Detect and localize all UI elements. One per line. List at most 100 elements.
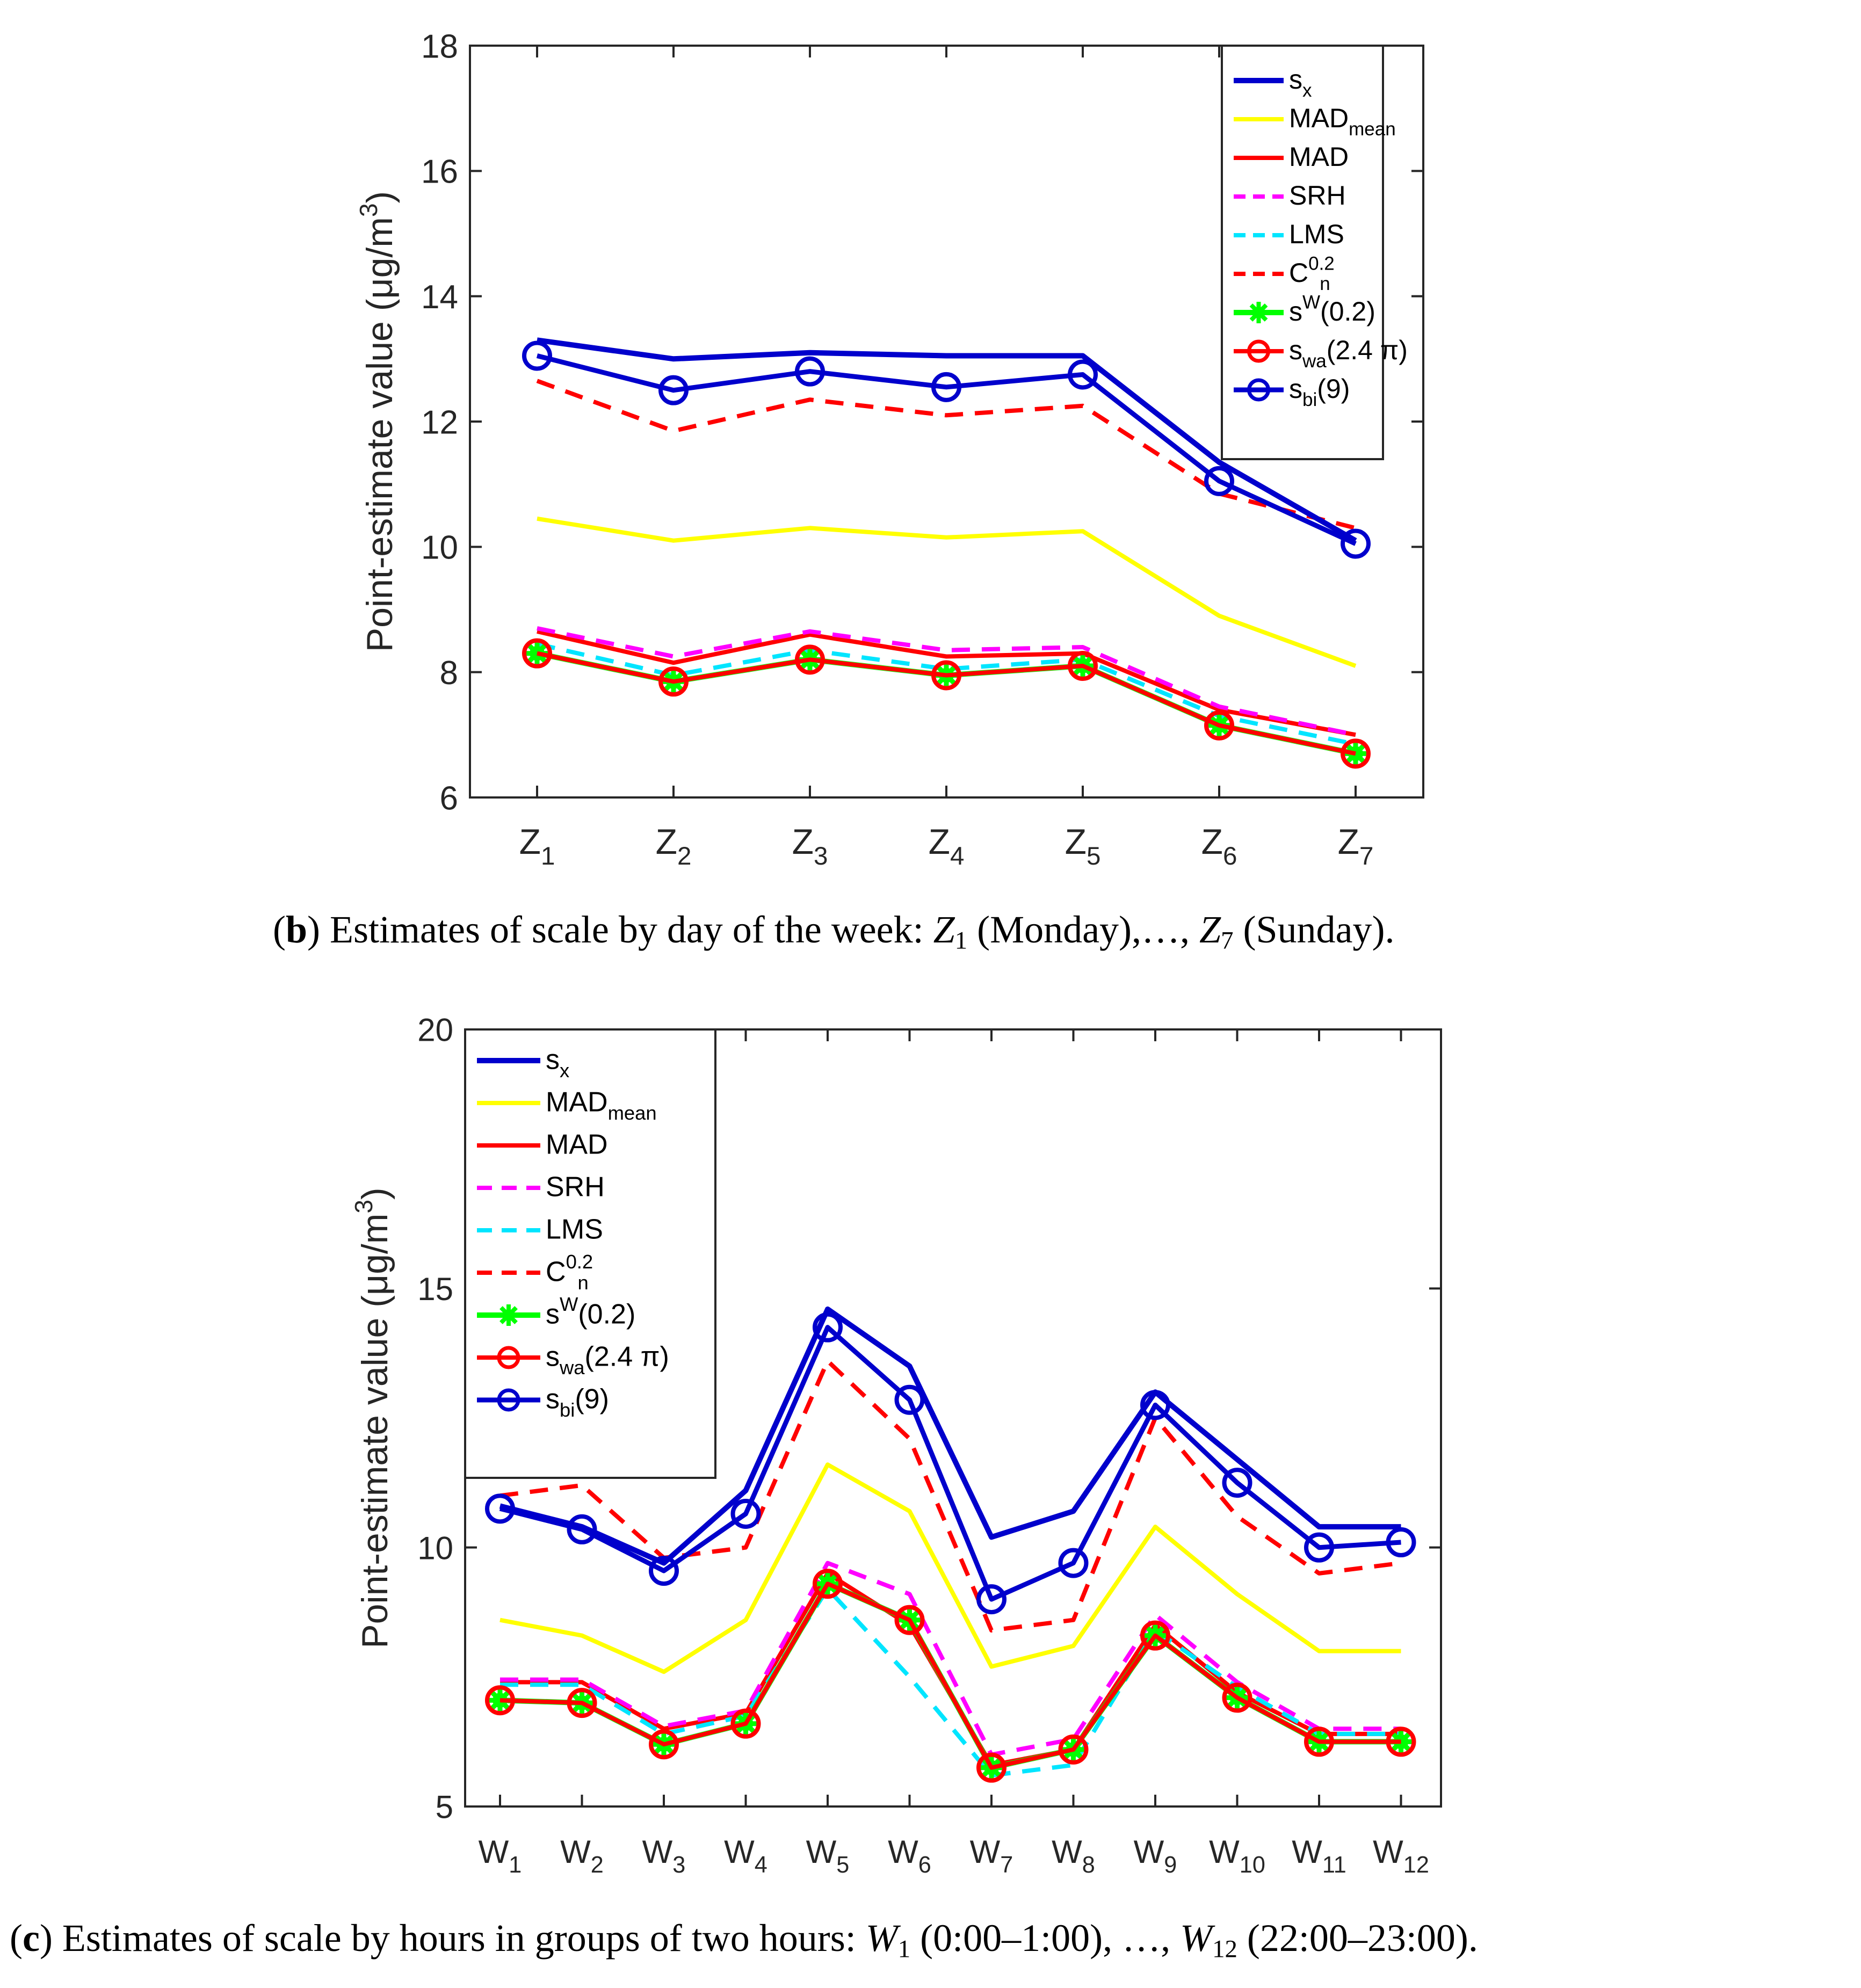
series-c-1 <box>499 1462 1401 1674</box>
data-point <box>894 1605 925 1635</box>
data-point <box>658 375 689 405</box>
series-line <box>537 651 1356 756</box>
x-tick-label: Z1 <box>519 822 555 870</box>
series-b-5 <box>536 379 1356 531</box>
caption-c-text3: (22:00–23:00). <box>1237 1917 1478 1960</box>
chart-b: 6 8 10 12 14 16 18 Z1 Z2 Z3 Z4 Z5 Z6 Z7 Point-estimate… <box>354 28 1424 870</box>
data-point <box>1140 1620 1170 1651</box>
series-line <box>499 1306 1401 1566</box>
data-point <box>567 1688 597 1718</box>
legend-label: sbi(9) <box>1289 374 1350 410</box>
series-line <box>500 1561 1401 1757</box>
legend-label: MADmean <box>546 1087 657 1124</box>
x-tick-label: W6 <box>888 1834 931 1878</box>
y-axis-title: Point-estimate value (μg/m3) <box>350 1187 395 1648</box>
legend-label: SRH <box>1289 180 1346 211</box>
y-tick-label: 6 <box>440 780 458 817</box>
y-tick-label: 12 <box>421 404 458 441</box>
data-point-center <box>1348 746 1363 761</box>
x-tick-label: Z6 <box>1201 822 1237 870</box>
series-line <box>537 516 1357 668</box>
x-tick-label: W10 <box>1209 1834 1265 1878</box>
legend-label: LMS <box>1289 219 1344 249</box>
series-c-5 <box>499 1359 1402 1633</box>
data-point <box>1386 1527 1416 1558</box>
legend-marker <box>497 1388 520 1412</box>
series-c-3 <box>500 1561 1401 1757</box>
data-point <box>1068 651 1098 681</box>
series-b-8 <box>522 340 1371 559</box>
data-point <box>894 1384 925 1415</box>
y-tick-label: 10 <box>417 1530 453 1566</box>
x-tick-label: W3 <box>642 1834 686 1878</box>
caption-b-label: b <box>285 908 308 951</box>
x-tick-label: W5 <box>806 1834 850 1878</box>
y-axis-title: Point-estimate value (μg/m3) <box>354 191 400 652</box>
series-c-4 <box>500 1586 1401 1778</box>
data-point <box>730 1498 761 1529</box>
data-point <box>795 356 825 387</box>
x-tick-label: Z5 <box>1065 822 1101 870</box>
series-b-2 <box>537 629 1356 737</box>
data-point <box>795 644 825 675</box>
x-tick-label: W4 <box>724 1834 767 1878</box>
series-line <box>537 626 1356 737</box>
x-tick-label: W1 <box>479 1834 522 1878</box>
data-point <box>658 666 689 697</box>
legend-label: sx <box>1289 64 1312 101</box>
x-tick-label: Z7 <box>1338 822 1374 870</box>
data-point <box>813 1569 843 1599</box>
series-c-8 <box>485 1312 1416 1615</box>
x-tick-label: Z3 <box>792 822 828 870</box>
y-tick-label: 15 <box>417 1271 453 1307</box>
data-point-center <box>530 645 545 661</box>
series-b-3 <box>537 626 1356 737</box>
caption-c-label: c <box>22 1917 40 1960</box>
data-point <box>1068 359 1098 390</box>
caption-c-sub1: 1 <box>897 1935 911 1963</box>
y-tick-label: 18 <box>421 28 458 65</box>
data-point <box>730 1708 761 1739</box>
caption-b-text2: (Monday),…, <box>967 908 1200 951</box>
y-tick-label: 5 <box>436 1789 453 1825</box>
series-line <box>499 1462 1401 1674</box>
series-b-0 <box>537 337 1357 543</box>
x-tick-label: W11 <box>1292 1834 1346 1878</box>
data-point <box>485 1685 515 1716</box>
data-point <box>649 1729 679 1760</box>
data-point <box>1140 1390 1170 1420</box>
x-tick-label: W7 <box>970 1834 1013 1878</box>
series-b-7 <box>522 638 1371 769</box>
x-tick-label: Z4 <box>929 822 965 870</box>
data-point <box>522 638 552 669</box>
series-line <box>499 1581 1401 1770</box>
data-point <box>1058 1548 1089 1578</box>
data-point <box>1341 738 1371 769</box>
legend-label: sbi(9) <box>546 1384 609 1421</box>
x-tick-label: W2 <box>560 1834 604 1878</box>
y-tick-label: 20 <box>417 1012 453 1048</box>
caption-b-text1: ) Estimates of scale by day of the week: <box>307 908 933 951</box>
x-tick-label: W9 <box>1134 1834 1177 1878</box>
caption-c-text1: ) Estimates of scale by hours in groups … <box>39 1917 866 1960</box>
data-point <box>1386 1726 1416 1757</box>
legend-label: sx <box>546 1044 569 1082</box>
series-line <box>536 379 1356 531</box>
legend-marker <box>1247 339 1270 363</box>
legend-label: C0.2 n <box>1289 253 1335 295</box>
data-point <box>1341 528 1371 559</box>
legend-label: SRH <box>546 1172 605 1203</box>
series-line <box>499 1325 1401 1602</box>
legend-label: MADmean <box>1289 103 1396 140</box>
data-point <box>1222 1468 1252 1498</box>
legend-label: sW(0.2) <box>1289 292 1375 327</box>
series-c-0 <box>499 1306 1401 1566</box>
series-line <box>537 337 1357 543</box>
caption-c-sym2: W <box>1180 1917 1213 1960</box>
legend-label: MAD <box>1289 142 1349 172</box>
x-tick-label: W8 <box>1052 1834 1095 1878</box>
y-tick-label: 8 <box>440 655 458 692</box>
series-b-1 <box>537 516 1357 668</box>
y-tick-label: 16 <box>421 154 458 191</box>
